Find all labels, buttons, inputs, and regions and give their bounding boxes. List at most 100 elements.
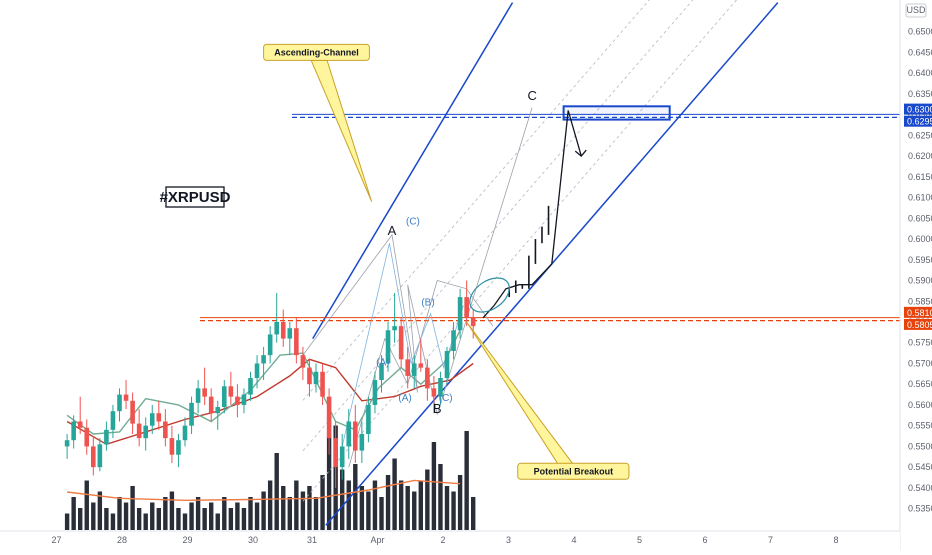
volume-bar [123, 502, 129, 530]
projection-arrowhead [574, 149, 587, 158]
candle-body [91, 446, 96, 468]
callout-box[interactable] [517, 462, 630, 480]
candle-body [451, 330, 456, 352]
volume-bar [385, 475, 391, 530]
volume-bar [110, 513, 116, 530]
candle-body [136, 423, 142, 439]
volume-bar [457, 475, 463, 530]
candle-body [339, 446, 345, 468]
target-zone-box[interactable] [562, 105, 671, 121]
candle-body [353, 421, 358, 451]
x-tick-label: 29 [183, 535, 193, 545]
candle-body [208, 396, 214, 414]
volume-bar [353, 464, 358, 530]
channel-midline [302, 0, 650, 401]
candle-body [189, 402, 194, 426]
volume-bar [471, 497, 476, 530]
volume-bar [294, 480, 299, 530]
volume-bar [281, 486, 286, 530]
volume-layer [64, 425, 476, 530]
candle-body [411, 363, 417, 376]
chart-title: #XRPUSD [160, 189, 231, 206]
volume-bar [136, 508, 142, 530]
volume-bar [254, 502, 260, 530]
currency-label: USD [906, 5, 926, 15]
candle-body [215, 407, 221, 414]
candle-body [254, 363, 260, 378]
volume-bar [438, 464, 443, 530]
candle-body [156, 413, 162, 422]
volume-bar [340, 469, 345, 530]
volume-bar [189, 502, 194, 530]
wave-label: (C) [406, 217, 420, 228]
x-tick-label: 4 [571, 535, 576, 545]
candle-body [195, 388, 201, 403]
candle-body [77, 421, 83, 428]
wave-label: (B) [421, 297, 434, 308]
candle-body [64, 440, 70, 447]
volume-bar [431, 442, 437, 530]
x-tick-label: 6 [702, 535, 707, 545]
wave-path [348, 280, 494, 468]
candle-body [392, 326, 397, 331]
x-tick-label: Apr [370, 535, 384, 545]
volume-bar [176, 508, 181, 530]
annotation-layer: Ascending-Channel Potential Breakout #XRPU… [160, 43, 630, 480]
volume-bar [464, 431, 469, 530]
candle-body [326, 396, 332, 439]
currency-badge[interactable] [905, 3, 927, 18]
volume-bar [143, 513, 148, 530]
volume-bar [307, 486, 312, 530]
candle-body [333, 438, 338, 468]
candle-body [163, 421, 168, 439]
volume-bar [359, 486, 365, 530]
candle-body [241, 394, 247, 405]
candle-body [97, 444, 103, 468]
price-label-bg [904, 115, 932, 127]
volume-bar [202, 508, 207, 530]
price-axis-bg [900, 0, 932, 550]
wave-label: (C) [439, 393, 453, 404]
candle-body [431, 388, 437, 397]
callout-box[interactable] [263, 43, 370, 61]
candle-body [346, 421, 352, 447]
candle-body [261, 355, 266, 364]
volume-bar [261, 491, 266, 530]
candle-body [143, 425, 148, 439]
volume-bar [366, 491, 371, 530]
volume-bar [267, 480, 273, 530]
breakout-ellipse[interactable] [464, 271, 516, 319]
candle-body [398, 326, 404, 360]
volume-bar [117, 497, 122, 530]
candle-body [418, 363, 424, 368]
volume-bar [209, 502, 214, 530]
moving-average-line [67, 479, 461, 502]
candle-body [366, 404, 371, 434]
volume-bar [405, 486, 410, 530]
candle-body [71, 421, 76, 441]
candle-body [313, 371, 319, 385]
x-tick-label: 2 [440, 535, 445, 545]
volume-bar [64, 513, 70, 530]
x-tick-label: 27 [52, 535, 62, 545]
x-tick-label: 31 [307, 535, 317, 545]
candle-body [182, 425, 188, 441]
volume-bar [97, 491, 103, 530]
volume-bar [91, 502, 96, 530]
x-tick-label: 7 [768, 535, 773, 545]
